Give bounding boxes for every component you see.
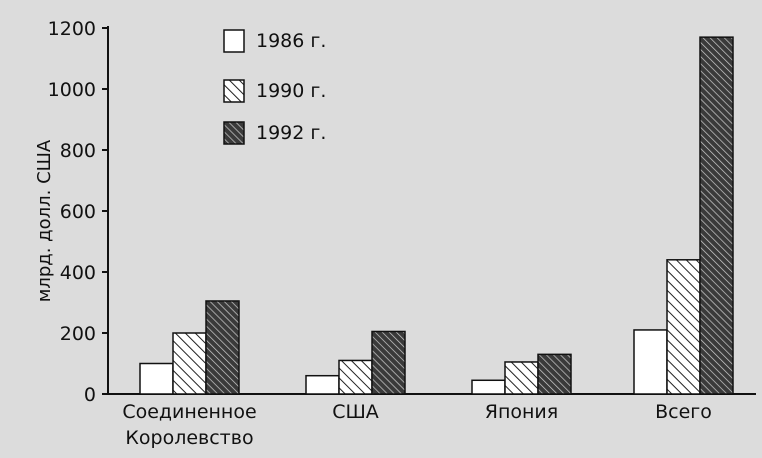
bar bbox=[338, 359, 373, 395]
legend-label: 1986 г. bbox=[256, 30, 326, 52]
x-tick-label: США bbox=[332, 401, 379, 423]
bar bbox=[371, 330, 406, 395]
legend-swatch bbox=[223, 121, 245, 145]
bar bbox=[699, 36, 734, 395]
x-tick-label: Соединенное bbox=[122, 401, 256, 423]
legend-label: 1990 г. bbox=[256, 80, 326, 102]
bar bbox=[633, 329, 668, 395]
bar bbox=[305, 374, 340, 395]
y-tick-label: 200 bbox=[60, 323, 96, 345]
y-tick-label: 800 bbox=[60, 140, 96, 162]
y-tick-label: 400 bbox=[60, 262, 96, 284]
bar bbox=[471, 379, 506, 395]
y-axis-label: млрд. долл. США bbox=[34, 139, 55, 302]
bar bbox=[504, 361, 539, 395]
y-tick-label: 600 bbox=[60, 201, 96, 223]
bar bbox=[172, 332, 207, 395]
legend-swatch bbox=[223, 29, 245, 53]
x-tick-label: Всего bbox=[655, 401, 712, 423]
bar bbox=[205, 300, 240, 395]
y-tick-label: 1000 bbox=[48, 79, 96, 101]
legend-label: 1992 г. bbox=[256, 122, 326, 144]
y-tick-label: 0 bbox=[84, 384, 96, 406]
y-tick-label: 1200 bbox=[48, 18, 96, 40]
bar bbox=[666, 259, 701, 395]
x-tick-label: Япония bbox=[485, 401, 558, 423]
x-tick-label: Королевство bbox=[125, 427, 253, 449]
bar bbox=[139, 362, 174, 395]
legend-swatch bbox=[223, 79, 245, 103]
bar bbox=[537, 353, 572, 395]
